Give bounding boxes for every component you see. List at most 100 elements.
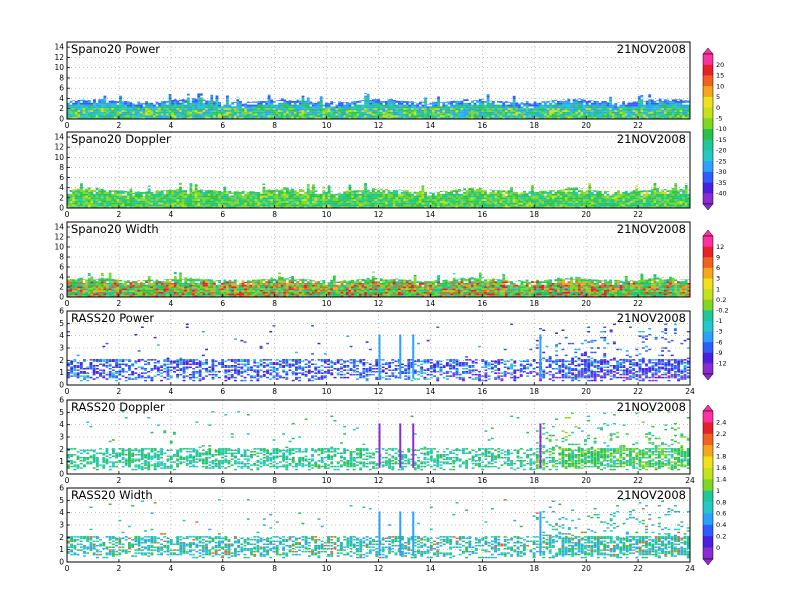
data-cell bbox=[588, 193, 592, 196]
data-cell bbox=[416, 197, 420, 200]
data-cell bbox=[356, 195, 360, 198]
data-cell bbox=[189, 110, 193, 112]
data-cell bbox=[231, 202, 235, 205]
data-cell bbox=[484, 113, 487, 116]
data-cell bbox=[103, 97, 107, 100]
data-cell bbox=[611, 106, 615, 109]
data-cell bbox=[601, 106, 605, 109]
data-cell bbox=[314, 117, 318, 119]
data-cell bbox=[283, 192, 287, 194]
data-cell bbox=[382, 101, 386, 103]
data-cell bbox=[186, 117, 190, 119]
data-cell bbox=[416, 103, 420, 105]
data-cell bbox=[322, 115, 326, 118]
data-cell bbox=[525, 202, 529, 205]
data-cell bbox=[583, 202, 586, 205]
data-cell bbox=[411, 104, 414, 107]
data-cell bbox=[476, 108, 480, 111]
data-cell bbox=[98, 99, 102, 102]
data-cell bbox=[108, 202, 112, 205]
data-cell bbox=[267, 102, 271, 105]
data-cell bbox=[132, 206, 135, 208]
data-cell bbox=[567, 99, 571, 102]
data-cell bbox=[280, 106, 284, 109]
data-cell bbox=[85, 104, 89, 107]
data-cell bbox=[583, 108, 586, 111]
data-cell bbox=[166, 111, 169, 114]
data-cell bbox=[142, 200, 146, 203]
data-cell bbox=[199, 200, 203, 203]
data-cell bbox=[231, 192, 235, 194]
data-cell bbox=[585, 102, 589, 105]
data-cell bbox=[113, 200, 117, 203]
data-cell bbox=[199, 117, 203, 119]
data-cell bbox=[512, 204, 516, 207]
data-cell bbox=[343, 202, 347, 205]
data-cell bbox=[199, 202, 203, 205]
data-cell bbox=[640, 202, 644, 205]
data-cell bbox=[90, 108, 94, 111]
data-cell bbox=[494, 108, 498, 111]
data-cell bbox=[366, 113, 370, 116]
data-cell bbox=[85, 192, 89, 194]
data-cell bbox=[280, 202, 284, 205]
data-cell bbox=[67, 117, 70, 119]
data-cell bbox=[645, 204, 649, 207]
data-cell bbox=[87, 102, 91, 105]
data-cell bbox=[239, 117, 242, 119]
data-cell bbox=[262, 193, 266, 196]
data-cell bbox=[507, 204, 511, 207]
data-cell bbox=[150, 115, 154, 118]
data-cell bbox=[366, 104, 370, 107]
data-cell bbox=[163, 101, 167, 102]
data-cell bbox=[379, 115, 383, 118]
data-cell bbox=[567, 106, 571, 109]
data-cell bbox=[166, 110, 169, 112]
data-cell bbox=[338, 195, 341, 198]
data-cell bbox=[205, 199, 208, 201]
data-cell bbox=[541, 106, 545, 109]
data-cell bbox=[145, 206, 149, 208]
data-cell bbox=[82, 117, 86, 119]
data-cell bbox=[444, 106, 448, 109]
data-cell bbox=[533, 113, 537, 116]
data-cell bbox=[212, 111, 216, 114]
data-cell bbox=[212, 101, 216, 103]
data-cell bbox=[103, 113, 107, 116]
data-cell bbox=[507, 108, 511, 111]
data-cell bbox=[671, 110, 675, 112]
data-cell bbox=[491, 113, 495, 116]
data-cell bbox=[262, 104, 266, 107]
data-cell bbox=[663, 108, 667, 111]
data-cell bbox=[653, 184, 657, 187]
data-cell bbox=[585, 204, 589, 207]
data-cell bbox=[87, 104, 91, 107]
data-cell bbox=[345, 111, 349, 114]
data-cell bbox=[676, 206, 680, 208]
data-cell bbox=[551, 204, 555, 207]
data-cell bbox=[358, 193, 362, 196]
data-cell bbox=[567, 102, 571, 105]
data-cell bbox=[335, 108, 339, 111]
data-cell bbox=[139, 202, 143, 205]
data-cell bbox=[400, 204, 404, 207]
data-cell bbox=[257, 192, 261, 194]
data-cell bbox=[515, 206, 519, 208]
data-cell bbox=[405, 197, 409, 200]
data-cell bbox=[523, 206, 526, 208]
data-cell bbox=[317, 199, 321, 201]
data-cell bbox=[137, 206, 141, 208]
data-cell bbox=[491, 206, 495, 208]
data-cell bbox=[577, 200, 581, 203]
data-cell bbox=[186, 106, 190, 109]
data-cell bbox=[650, 193, 654, 196]
data-cell bbox=[108, 110, 112, 112]
data-cell bbox=[173, 200, 177, 203]
data-cell bbox=[106, 195, 109, 198]
data-cell bbox=[332, 102, 336, 103]
data-cell bbox=[687, 199, 691, 201]
data-cell bbox=[103, 204, 107, 207]
data-cell bbox=[197, 115, 201, 118]
data-cell bbox=[499, 200, 503, 203]
data-cell bbox=[437, 206, 440, 208]
